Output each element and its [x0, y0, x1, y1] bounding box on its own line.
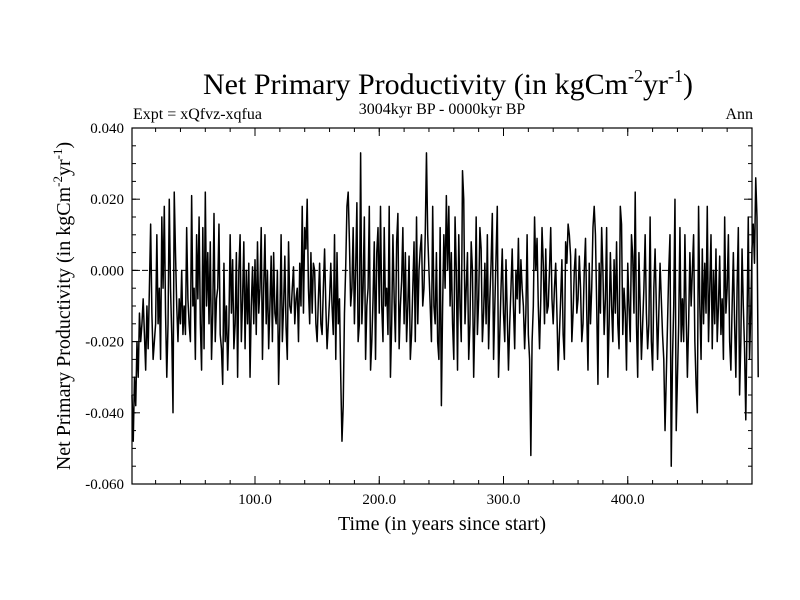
x-tick-label: 300.0 — [487, 492, 521, 508]
y-axis-label: Net Primary Productivity (in kgCm-2yr-1) — [50, 142, 75, 470]
x-tick-label: 200.0 — [362, 492, 396, 508]
y-tick-label: 0.020 — [90, 192, 124, 208]
y-tick-label: -0.060 — [85, 477, 124, 493]
season-label: Ann — [725, 106, 753, 123]
chart-title: Net Primary Productivity (in kgCm-2yr-1) — [203, 66, 693, 101]
y-tick-label: 0.040 — [90, 121, 124, 137]
x-tick-label: 400.0 — [611, 492, 645, 508]
series-line — [131, 152, 759, 467]
x-tick-label: 100.0 — [238, 492, 272, 508]
y-axis: -0.060 -0.040 -0.020 0.000 0.020 0.040 — [85, 121, 752, 493]
y-tick-label: -0.020 — [85, 335, 124, 351]
series-layer — [131, 152, 759, 467]
x-axis-label: Time (in years since start) — [338, 513, 546, 535]
y-tick-label: -0.040 — [85, 406, 124, 422]
period-label: 3004kyr BP - 0000kyr BP — [359, 101, 526, 118]
experiment-label: Expt = xQfvz-xqfua — [133, 106, 262, 123]
y-tick-label: 0.000 — [90, 263, 124, 279]
x-axis: 100.0 200.0 300.0 400.0 — [155, 128, 728, 508]
